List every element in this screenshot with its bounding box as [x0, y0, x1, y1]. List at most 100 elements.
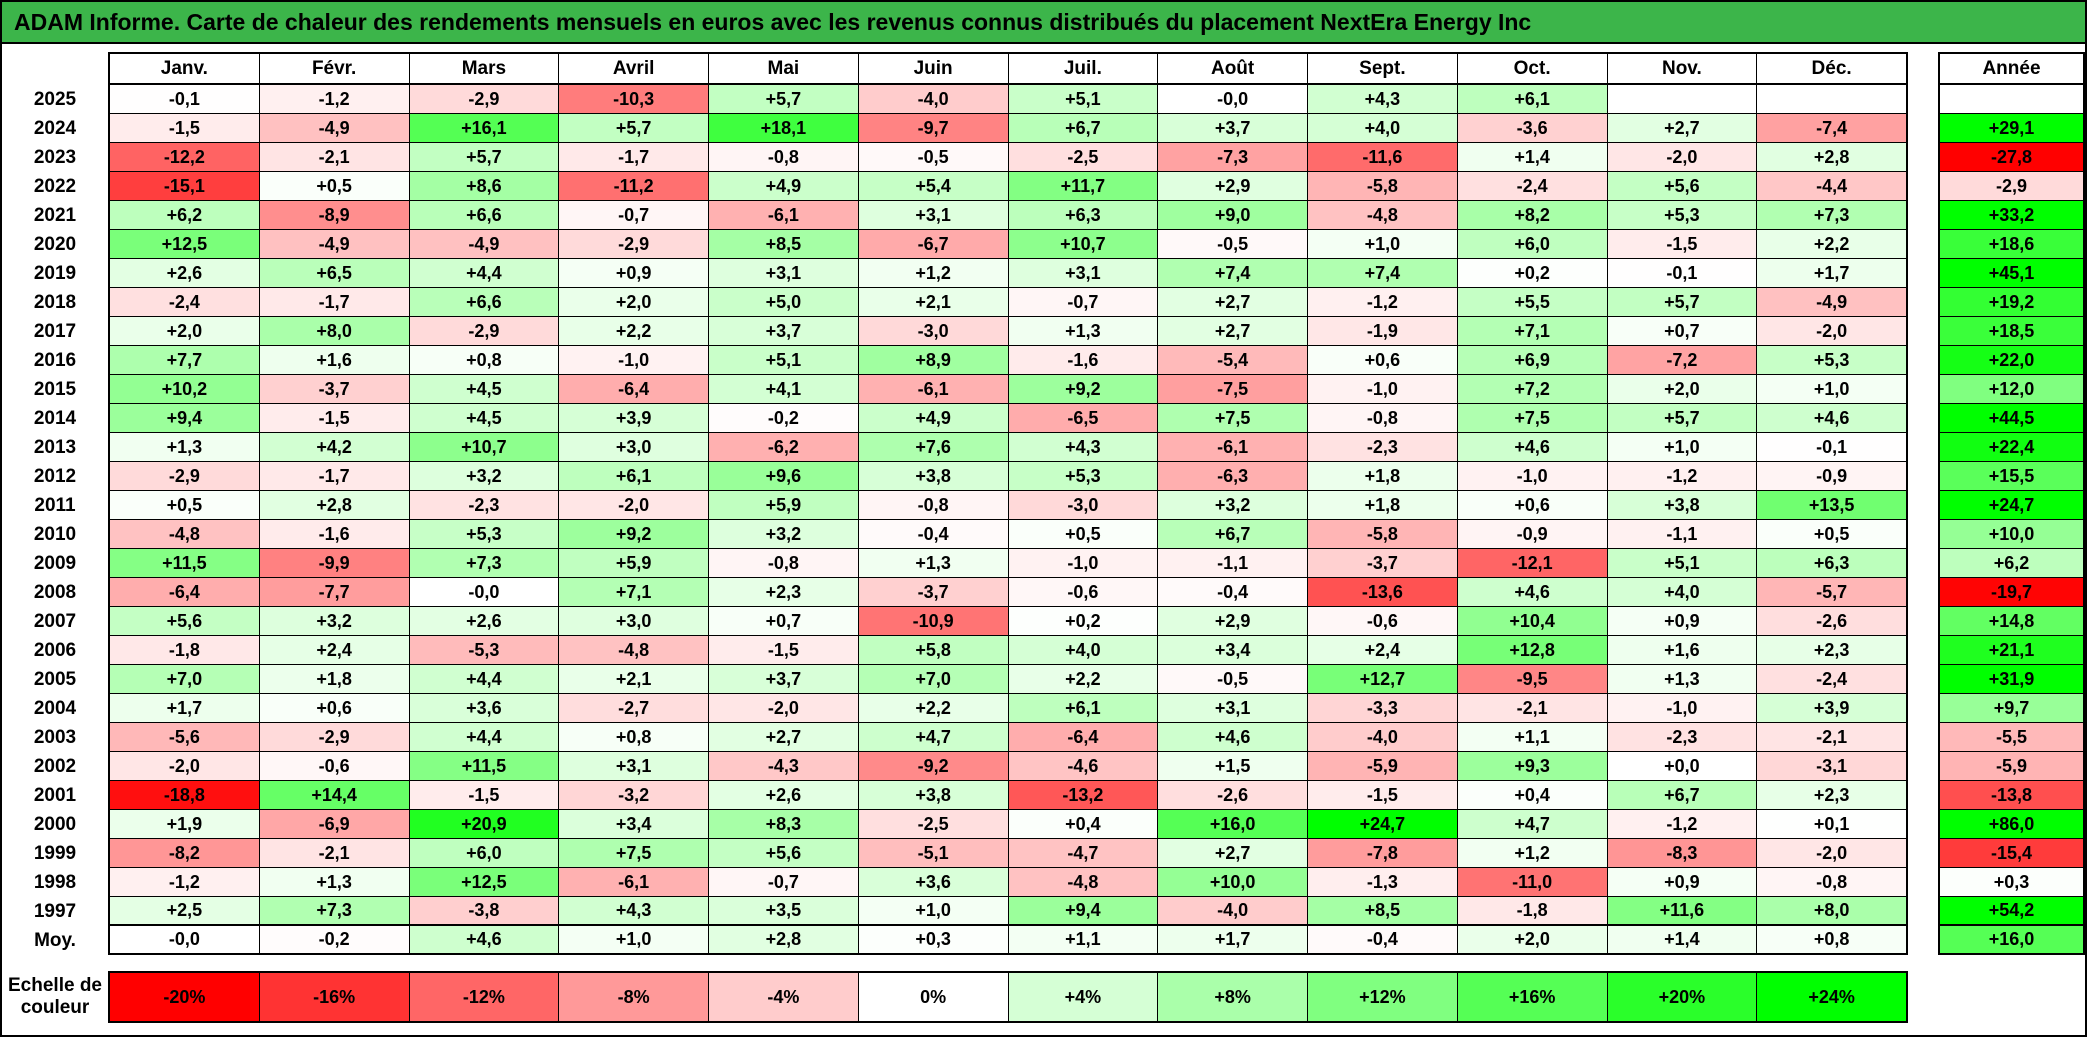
month-block: -1,2 +1,3 +12,5 -6,1 -0,7 +3,6 -4,8 +10,0 -1,3 -1… — [108, 868, 1908, 897]
month-cell: +8,5 — [709, 230, 859, 259]
month-cell: +8,9 — [858, 346, 1009, 375]
month-cell: +6,3 — [1008, 201, 1159, 230]
month-cell: -6,5 — [1008, 404, 1159, 433]
month-cell: +8,6 — [409, 172, 560, 201]
month-cell: +7,7 — [110, 346, 260, 375]
month-cell: -4,9 — [259, 114, 410, 143]
year-row: 2015 +10,2 -3,7 +4,5 -6,4 +4,1 -6,1 +9,2 -7,5 -1,… — [2, 375, 2085, 404]
column-gap — [1908, 636, 1938, 665]
month-cell: -4,8 — [559, 636, 709, 665]
month-cell: +0,6 — [1308, 346, 1458, 375]
month-cell: +4,3 — [559, 897, 709, 924]
month-cell: -2,1 — [259, 839, 410, 868]
month-cell: +4,9 — [858, 404, 1009, 433]
month-cell: -10,9 — [858, 607, 1009, 636]
month-cell: -2,3 — [1607, 723, 1758, 752]
month-block: +6,2 -8,9 +6,6 -0,7 -6,1 +3,1 +6,3 +9,0 -4,8 +8,2… — [108, 201, 1908, 230]
year-label: 2015 — [33, 378, 77, 400]
month-cell: +0,3 — [858, 926, 1009, 953]
month-cell: +2,0 — [1607, 375, 1758, 404]
year-label: 2000 — [33, 813, 77, 835]
month-cell: +5,3 — [1757, 346, 1906, 375]
month-cell: -7,4 — [1757, 114, 1906, 143]
month-cell: -0,2 — [709, 404, 859, 433]
column-gap — [1908, 897, 1938, 926]
year-label: 2018 — [33, 291, 77, 313]
month-cell: -11,0 — [1457, 868, 1608, 897]
year-row: 2009 +11,5 -9,9 +7,3 +5,9 -0,8 +1,3 -1,0 -1,1 -3,… — [2, 549, 2085, 578]
month-cell: -9,7 — [858, 114, 1009, 143]
month-cell: +7,3 — [409, 549, 560, 578]
month-cell: +4,7 — [1457, 810, 1608, 839]
scale-chip: -20% — [110, 973, 260, 1021]
month-cell: -0,7 — [709, 868, 859, 897]
month-cell: +7,5 — [1457, 404, 1608, 433]
month-cell: -1,7 — [259, 288, 410, 317]
column-gap — [1908, 607, 1938, 636]
annee-cell: +45,1 — [1938, 259, 2085, 288]
month-cell: +5,6 — [110, 607, 260, 636]
month-cell: +4,5 — [409, 375, 560, 404]
month-cell: +9,0 — [1158, 201, 1308, 230]
month-cell: +0,8 — [559, 723, 709, 752]
month-cell: +12,8 — [1457, 636, 1608, 665]
month-cell: -4,9 — [1757, 288, 1906, 317]
month-cell: -0,7 — [1008, 288, 1159, 317]
month-cell: +9,6 — [709, 462, 859, 491]
month-cell: -0,8 — [1308, 404, 1458, 433]
month-cell: +6,7 — [1158, 520, 1308, 549]
month-cell: +1,6 — [259, 346, 410, 375]
month-cell: -4,9 — [409, 230, 560, 259]
month-block: +2,0 +8,0 -2,9 +2,2 +3,7 -3,0 +1,3 +2,7 -1,9 +7,1… — [108, 317, 1908, 346]
month-cell: +6,5 — [259, 259, 410, 288]
month-cell: +2,7 — [1607, 114, 1758, 143]
month-cell: -6,4 — [1008, 723, 1159, 752]
month-cell: +11,5 — [110, 549, 260, 578]
year-row: 2023 -12,2 -2,1 +5,7 -1,7 -0,8 -0,5 -2,5 -7,3 -11… — [2, 143, 2085, 172]
month-cell: -1,2 — [259, 85, 410, 114]
month-cell: +4,6 — [1757, 404, 1906, 433]
month-cell: +2,0 — [559, 288, 709, 317]
month-block: +11,5 -9,9 +7,3 +5,9 -0,8 +1,3 -1,0 -1,1 -3,7 -12… — [108, 549, 1908, 578]
month-header-cell: Janv. — [110, 54, 260, 83]
month-cell: -2,0 — [110, 752, 260, 781]
month-block: -2,4 -1,7 +6,6 +2,0 +5,0 +2,1 -0,7 +2,7 -1,2 +5,5… — [108, 288, 1908, 317]
month-cell: +2,7 — [709, 723, 859, 752]
month-cell: -2,3 — [1308, 433, 1458, 462]
scale-chips: -20% -16% -12% -8% -4% 0% +4% +8% +12% +16% +20% +2… — [108, 971, 1908, 1023]
month-cell: +5,7 — [409, 143, 560, 172]
year-label: 2006 — [33, 639, 77, 661]
year-label: Moy. — [34, 929, 76, 951]
month-cell: +0,8 — [1757, 926, 1906, 953]
month-cell: -2,1 — [259, 143, 410, 172]
month-header-cell: Août — [1158, 54, 1308, 83]
month-cell: +2,8 — [1757, 143, 1906, 172]
month-cell: +2,0 — [1457, 926, 1608, 953]
year-label: 1997 — [33, 900, 77, 922]
month-cell: +3,8 — [1607, 491, 1758, 520]
month-cell: -0,9 — [1457, 520, 1608, 549]
month-cell: -0,4 — [1308, 926, 1458, 953]
month-block: +9,4 -1,5 +4,5 +3,9 -0,2 +4,9 -6,5 +7,5 -0,8 +7,5… — [108, 404, 1908, 433]
month-cell: -4,6 — [1008, 752, 1159, 781]
column-gap — [1908, 143, 1938, 172]
month-block: -8,2 -2,1 +6,0 +7,5 +5,6 -5,1 -4,7 +2,7 -7,8 +1,2… — [108, 839, 1908, 868]
annee-cell: -15,4 — [1938, 839, 2085, 868]
year-row: 2020 +12,5 -4,9 -4,9 -2,9 +8,5 -6,7 +10,7 -0,5 +1… — [2, 230, 2085, 259]
month-cell: -5,8 — [1308, 172, 1458, 201]
annee-cell: +44,5 — [1938, 404, 2085, 433]
month-cell: -1,5 — [1308, 781, 1458, 810]
month-cell: +1,3 — [858, 549, 1009, 578]
page-title: ADAM Informe. Carte de chaleur des rende… — [14, 8, 1532, 35]
month-block: -2,9 -1,7 +3,2 +6,1 +9,6 +3,8 +5,3 -6,3 +1,8 -1,0… — [108, 462, 1908, 491]
annee-cell: -5,9 — [1938, 752, 2085, 781]
month-cell: +1,0 — [1607, 433, 1758, 462]
month-cell: +7,5 — [1158, 404, 1308, 433]
month-cell: +3,0 — [559, 607, 709, 636]
month-cell: +7,3 — [259, 897, 410, 924]
month-cell: +1,2 — [1457, 839, 1608, 868]
month-cell: -0,8 — [1757, 868, 1906, 897]
month-cell: +2,7 — [1158, 317, 1308, 346]
column-gap — [1908, 288, 1938, 317]
month-cell: -12,2 — [110, 143, 260, 172]
